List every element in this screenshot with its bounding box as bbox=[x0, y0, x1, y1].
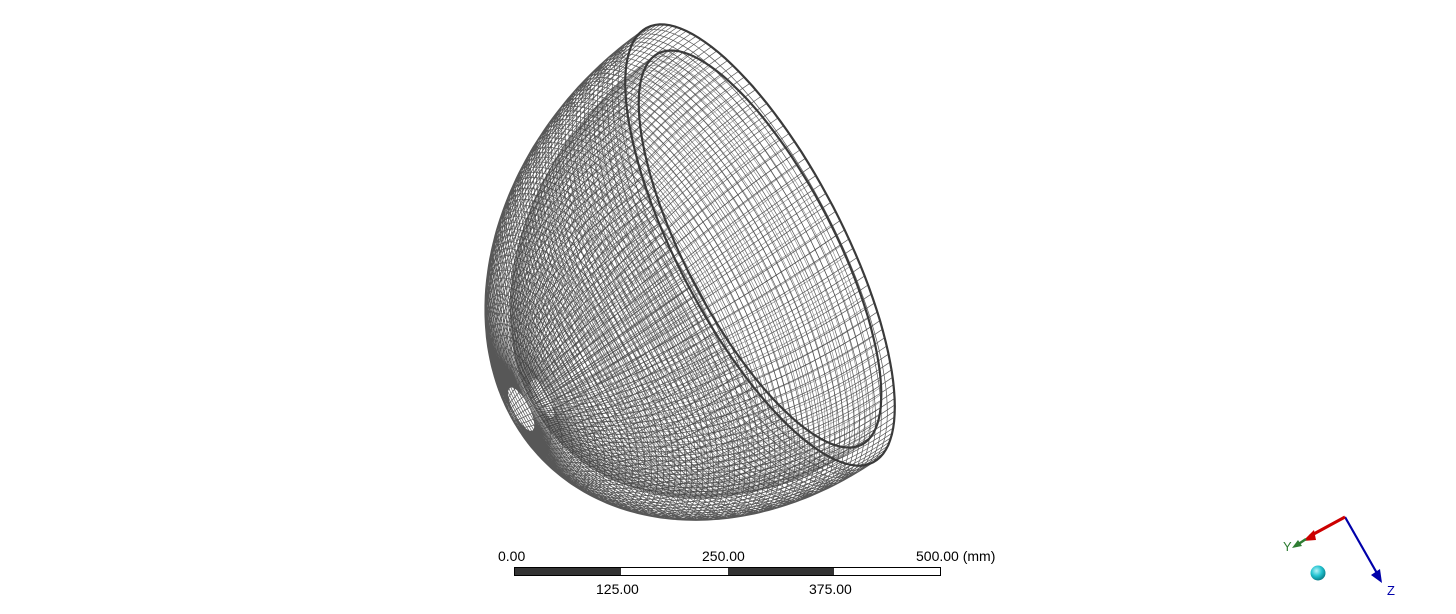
coordinate-triad[interactable]: Z Y bbox=[1270, 505, 1410, 605]
mesh-lines bbox=[484, 23, 896, 521]
x-axis-line bbox=[1309, 515, 1346, 538]
scale-segment-4 bbox=[833, 568, 940, 575]
scale-label-375: 375.00 bbox=[809, 581, 852, 597]
x-axis-arrowhead bbox=[1303, 530, 1316, 541]
z-axis-label: Z bbox=[1387, 583, 1395, 598]
scale-label-500-mm: 500.00 (mm) bbox=[916, 548, 996, 564]
y-axis-label: Y bbox=[1283, 539, 1292, 554]
scale-segment-3 bbox=[727, 568, 834, 575]
z-axis-line bbox=[1344, 516, 1379, 576]
scale-bar bbox=[514, 567, 941, 576]
inner-rim-edge bbox=[637, 49, 883, 449]
scale-label-0: 0.00 bbox=[498, 548, 526, 564]
scale-label-250: 250.00 bbox=[702, 548, 745, 564]
scale-segment-1 bbox=[515, 568, 622, 575]
outer-rim-edge bbox=[624, 23, 896, 467]
scale-label-125: 125.00 bbox=[596, 581, 639, 597]
isometric-view-sphere-icon[interactable] bbox=[1310, 565, 1326, 581]
z-axis-arrowhead bbox=[1371, 569, 1382, 583]
scale-segment-2 bbox=[621, 568, 728, 575]
y-axis-arrowhead bbox=[1292, 540, 1302, 548]
